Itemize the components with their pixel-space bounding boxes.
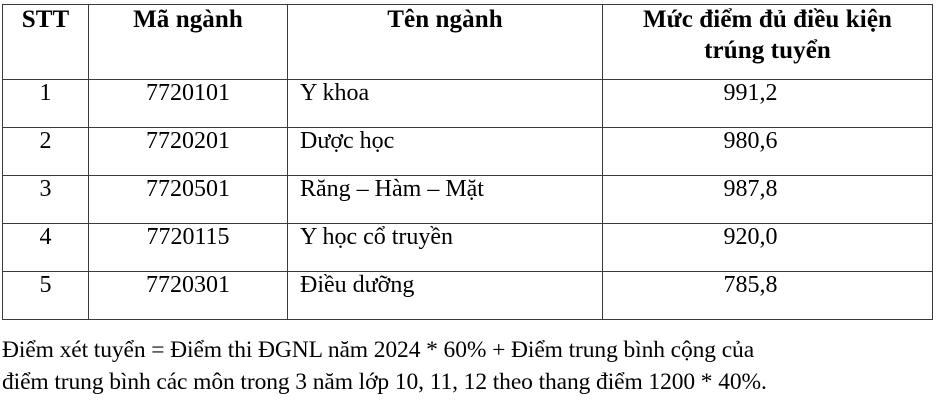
cell-ten-nganh: Điều dưỡng <box>287 271 603 320</box>
table-row: 2 7720201 Dược học 980,6 <box>2 127 933 176</box>
cell-muc-diem: 991,2 <box>602 79 933 128</box>
cell-ma-nganh: 7720501 <box>88 175 288 224</box>
cell-ma-nganh: 7720115 <box>88 223 288 272</box>
score-formula-line-1: Điểm xét tuyển = Điểm thi ĐGNL năm 2024 … <box>2 337 755 363</box>
column-header-ten-nganh-label: Tên ngành <box>387 6 503 33</box>
table-row: 1 7720101 Y khoa 991,2 <box>2 79 933 128</box>
column-header-muc-diem-line2: trúng tuyển <box>704 36 831 64</box>
table-row: 5 7720301 Điều dưỡng 785,8 <box>2 271 933 320</box>
cell-muc-diem: 920,0 <box>602 223 933 272</box>
cell-stt: 4 <box>2 223 89 272</box>
column-header-stt-label: STT <box>21 6 70 33</box>
table-row: 4 7720115 Y học cổ truyền 920,0 <box>2 223 933 272</box>
cell-ten-nganh: Y học cổ truyền <box>287 223 603 272</box>
column-header-muc-diem: Mức điểm đủ điều kiện trúng tuyển <box>602 4 933 80</box>
cell-stt: 1 <box>2 79 89 128</box>
cell-ma-nganh: 7720301 <box>88 271 288 320</box>
admission-score-table: STT Mã ngành Tên ngành Mức điểm đủ điều … <box>2 4 933 320</box>
cell-ten-nganh: Y khoa <box>287 79 603 128</box>
table-row: 3 7720501 Răng – Hàm – Mặt 987,8 <box>2 175 933 224</box>
table-body: 1 7720101 Y khoa 991,2 2 7720201 Dược họ… <box>2 79 933 320</box>
score-formula-line-2: điểm trung bình các môn trong 3 năm lớp … <box>2 369 767 396</box>
column-header-stt: STT <box>2 4 89 80</box>
cell-ma-nganh: 7720101 <box>88 79 288 128</box>
table-header: STT Mã ngành Tên ngành Mức điểm đủ điều … <box>2 4 933 80</box>
column-header-ten-nganh: Tên ngành <box>287 4 603 80</box>
cell-stt: 5 <box>2 271 89 320</box>
cell-stt: 3 <box>2 175 89 224</box>
score-formula-note: Điểm xét tuyển = Điểm thi ĐGNL năm 2024 … <box>2 334 936 399</box>
column-header-ma-nganh-label: Mã ngành <box>133 6 243 33</box>
cell-muc-diem: 980,6 <box>602 127 933 176</box>
column-header-ma-nganh: Mã ngành <box>88 4 288 80</box>
cell-muc-diem: 987,8 <box>602 175 933 224</box>
cell-muc-diem: 785,8 <box>602 271 933 320</box>
cell-ten-nganh: Răng – Hàm – Mặt <box>287 175 603 224</box>
cell-stt: 2 <box>2 127 89 176</box>
cell-ma-nganh: 7720201 <box>88 127 288 176</box>
header-row: STT Mã ngành Tên ngành Mức điểm đủ điều … <box>2 4 933 80</box>
column-header-muc-diem-line1: Mức điểm đủ điều kiện <box>642 6 893 33</box>
cell-ten-nganh: Dược học <box>287 127 603 176</box>
